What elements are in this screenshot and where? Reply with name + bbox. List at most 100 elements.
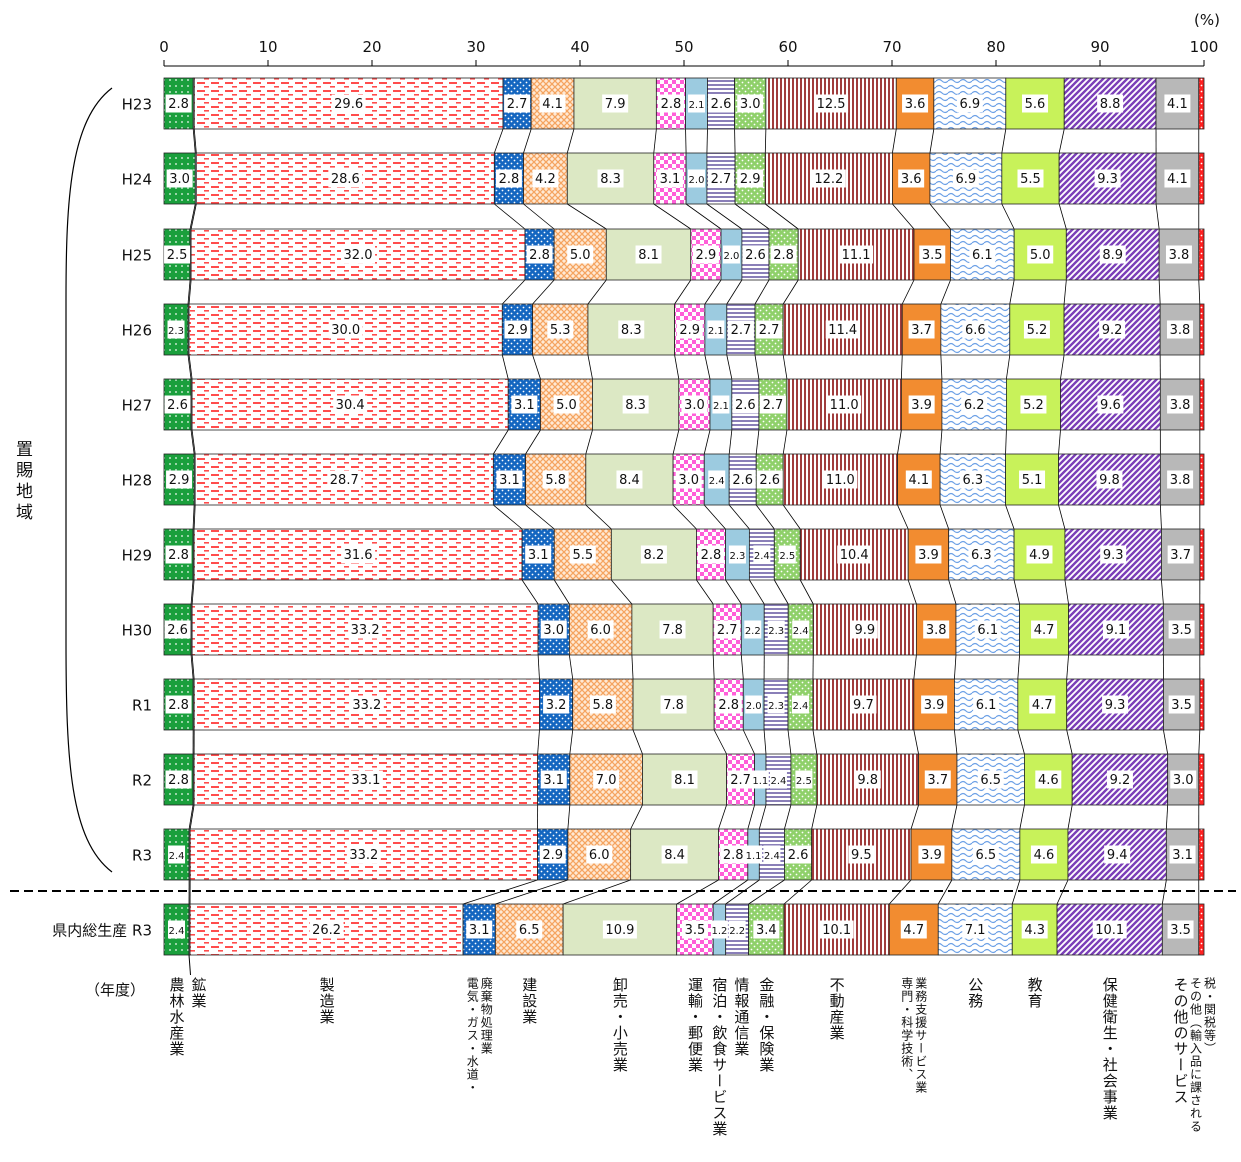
- value-label-bg: [165, 94, 192, 113]
- connector-line: [1163, 729, 1169, 755]
- value-label: 2.4: [169, 851, 185, 862]
- value-label-bg: [661, 845, 688, 864]
- connector-line: [1058, 128, 1065, 154]
- value-label: 4.1: [1167, 97, 1188, 112]
- value-label: 7.9: [605, 97, 626, 112]
- value-label-bg: [1020, 395, 1047, 414]
- value-label-bg: [1167, 395, 1194, 414]
- value-label: 2.8: [168, 97, 189, 112]
- value-label-bg: [587, 620, 614, 639]
- value-label-bg: [1029, 695, 1056, 714]
- category-label: H30: [122, 622, 152, 640]
- value-label-bg: [1164, 169, 1191, 188]
- value-label: 2.9: [542, 848, 563, 863]
- value-label-bg: [333, 395, 368, 414]
- bar-segment: [1198, 753, 1205, 806]
- value-label-bg: [1022, 94, 1049, 113]
- x-tick-label: 10: [258, 38, 277, 56]
- category-label: H28: [122, 472, 152, 490]
- value-label: 3.6: [901, 172, 922, 187]
- value-label: 4.3: [1024, 923, 1045, 938]
- value-label: 31.6: [344, 548, 373, 563]
- value-label: 2.6: [745, 248, 766, 263]
- value-label-bg: [742, 245, 769, 264]
- value-label: 6.3: [962, 473, 983, 488]
- bar-segment: [812, 678, 915, 731]
- connector-line: [1006, 354, 1011, 380]
- value-label: 2.6: [711, 97, 732, 112]
- bar-segment: [1199, 528, 1205, 581]
- value-label: 2.7: [711, 172, 732, 187]
- value-label-bg: [900, 920, 927, 939]
- value-label-bg: [1031, 620, 1058, 639]
- value-label-bg: [918, 845, 945, 864]
- value-label: 2.7: [730, 773, 751, 788]
- value-label: 2.2: [745, 626, 761, 637]
- connector-line: [726, 279, 743, 305]
- connector-line: [521, 579, 539, 605]
- value-label: 6.9: [956, 172, 977, 187]
- legend-label: 税・関税等）: [1203, 977, 1217, 1055]
- value-label: 3.2: [546, 698, 567, 713]
- value-label-bg: [348, 770, 383, 789]
- connector-line: [685, 203, 722, 230]
- x-tick-label: 80: [986, 38, 1005, 56]
- value-label-bg: [763, 845, 781, 864]
- value-label-bg: [569, 545, 596, 564]
- value-label: 8.4: [619, 473, 640, 488]
- value-label-bg: [1166, 320, 1193, 339]
- value-label: 3.8: [1170, 473, 1191, 488]
- value-label: 6.6: [965, 323, 986, 338]
- value-label-bg: [837, 545, 872, 564]
- x-tick-label: 50: [674, 38, 693, 56]
- value-label: 7.1: [965, 923, 986, 938]
- value-label: 2.2: [729, 926, 745, 937]
- value-labels: 2.8 29.6 2.7 4.1 7.9 2.8 2.1 2.6 3.0 12.5 3.6 6.9 5.…: [164, 94, 1197, 939]
- value-label: 3.0: [543, 623, 564, 638]
- value-label: 2.8: [701, 548, 722, 563]
- value-label-bg: [1097, 395, 1124, 414]
- connector-line: [672, 429, 680, 455]
- connector-line: [191, 579, 195, 605]
- value-label-bg: [164, 620, 191, 639]
- value-label: 2.9: [507, 323, 528, 338]
- value-label-bg: [495, 169, 522, 188]
- value-label-bg: [1019, 470, 1046, 489]
- value-label-bg: [969, 245, 996, 264]
- connector-line: [913, 654, 917, 680]
- value-label: 2.7: [763, 398, 784, 413]
- connector-line: [462, 879, 538, 905]
- value-label: 5.3: [550, 323, 571, 338]
- value-label: 2.8: [168, 773, 189, 788]
- value-label: 2.4: [770, 776, 786, 787]
- connector-line: [755, 429, 760, 455]
- value-label-bg: [1168, 695, 1195, 714]
- value-label-bg: [756, 320, 783, 339]
- value-label: 3.1: [514, 398, 535, 413]
- value-label-bg: [973, 695, 1000, 714]
- value-label: 32.0: [344, 248, 373, 263]
- value-label: 9.9: [854, 623, 875, 638]
- connector-line: [940, 279, 951, 305]
- value-label: 6.0: [590, 623, 611, 638]
- value-label: 8.9: [1102, 248, 1123, 263]
- value-label: 8.3: [621, 323, 642, 338]
- value-label-bg: [504, 94, 531, 113]
- value-label: 8.1: [674, 773, 695, 788]
- value-label-bg: [602, 94, 629, 113]
- connector-line: [192, 504, 195, 530]
- connector-line: [1198, 279, 1201, 305]
- value-label: 30.4: [336, 398, 365, 413]
- category-label: H29: [122, 547, 152, 565]
- value-label: 3.7: [1170, 548, 1191, 563]
- connector-line: [567, 203, 607, 230]
- value-label-bg: [164, 245, 191, 264]
- value-label-bg: [1164, 94, 1191, 113]
- value-label: 3.7: [911, 323, 932, 338]
- value-label: 2.0: [746, 701, 762, 712]
- connector-line: [1066, 654, 1069, 680]
- x-tick-label: 90: [1090, 38, 1109, 56]
- value-label: 2.9: [679, 323, 700, 338]
- connector-line: [493, 429, 509, 455]
- value-label-bg: [727, 770, 754, 789]
